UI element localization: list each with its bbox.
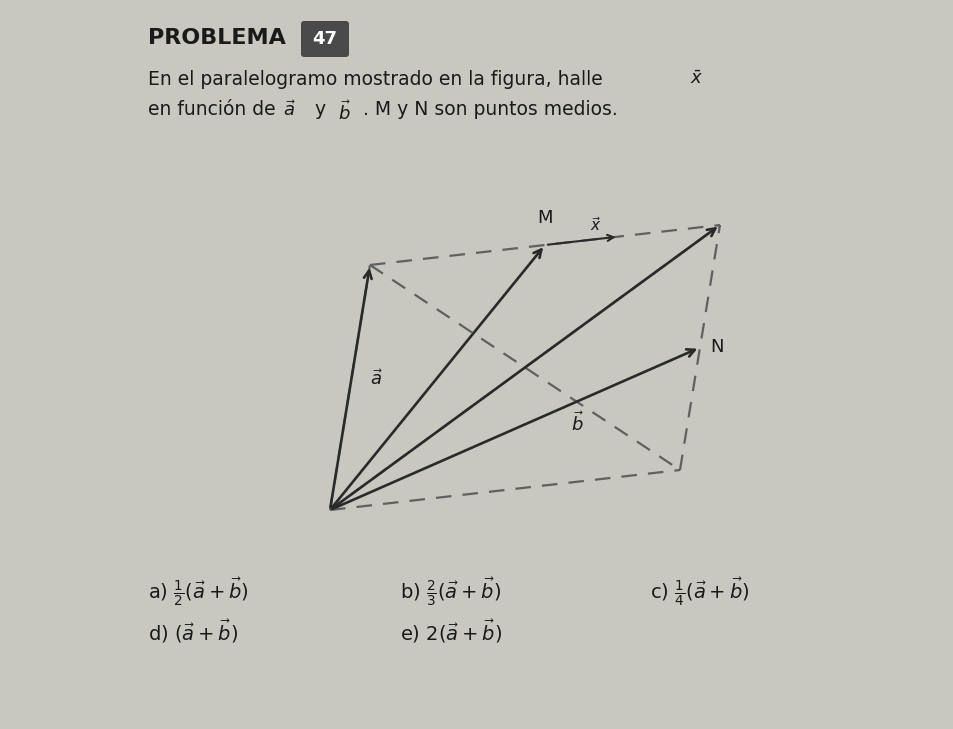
Text: $\vec{a}$: $\vec{a}$ <box>283 100 295 120</box>
Text: PROBLEMA: PROBLEMA <box>148 28 286 48</box>
FancyBboxPatch shape <box>301 21 349 57</box>
Text: $\vec{a}$: $\vec{a}$ <box>370 370 382 389</box>
Text: En el paralelogramo mostrado en la figura, halle: En el paralelogramo mostrado en la figur… <box>148 70 614 89</box>
Text: y: y <box>303 100 337 119</box>
Text: $\vec{x}$: $\vec{x}$ <box>589 216 600 234</box>
Text: e) $2(\vec{a}+\vec{b})$: e) $2(\vec{a}+\vec{b})$ <box>399 618 501 645</box>
Text: . M y N son puntos medios.: . M y N son puntos medios. <box>356 100 618 119</box>
Text: $\vec{b}$: $\vec{b}$ <box>571 411 583 435</box>
Text: 47: 47 <box>313 30 337 48</box>
Text: d) $(\vec{a}+\vec{b})$: d) $(\vec{a}+\vec{b})$ <box>148 618 238 645</box>
Text: b) $\frac{2}{3}(\vec{a}+\vec{b})$: b) $\frac{2}{3}(\vec{a}+\vec{b})$ <box>399 575 500 608</box>
Text: $\vec{b}$: $\vec{b}$ <box>337 100 351 124</box>
Text: a) $\frac{1}{2}(\vec{a}+\vec{b})$: a) $\frac{1}{2}(\vec{a}+\vec{b})$ <box>148 575 249 608</box>
Text: N: N <box>709 338 722 356</box>
Text: M: M <box>537 209 552 227</box>
Text: c) $\frac{1}{4}(\vec{a}+\vec{b})$: c) $\frac{1}{4}(\vec{a}+\vec{b})$ <box>649 575 749 608</box>
Text: en función de: en función de <box>148 100 287 119</box>
Text: $\bar{x}$: $\bar{x}$ <box>689 70 702 88</box>
